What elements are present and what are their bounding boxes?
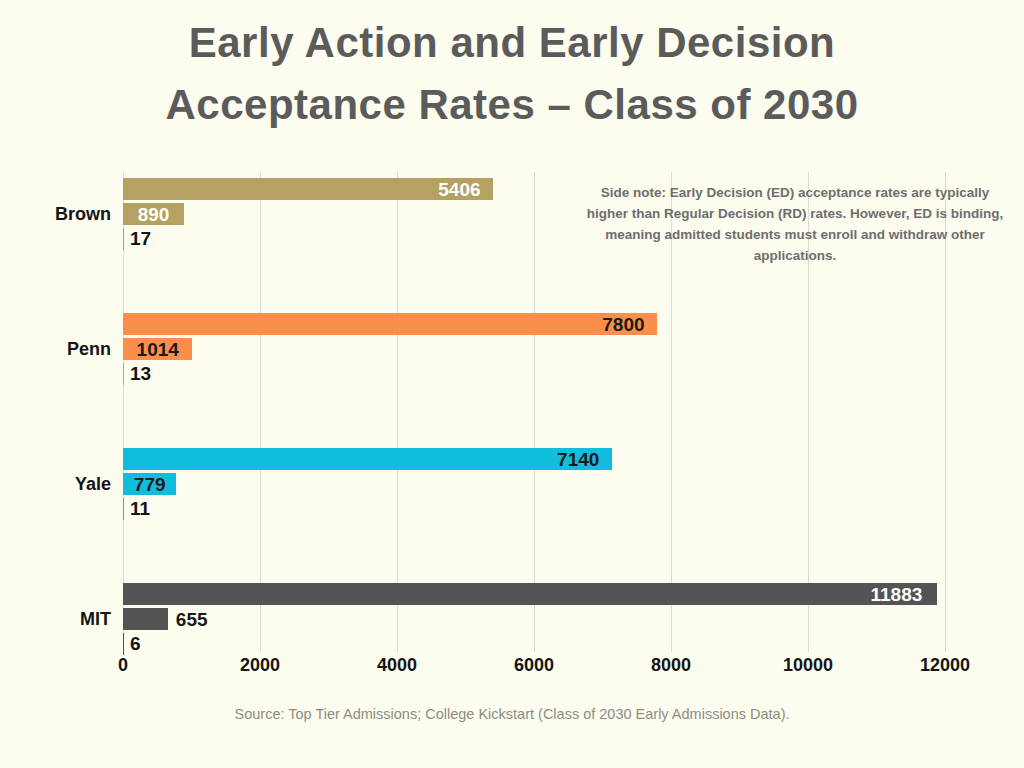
- rate-label-yale: 11: [130, 498, 150, 520]
- x-tick-label: 2000: [200, 655, 320, 676]
- bar-label-admits-penn: 1014: [123, 338, 192, 360]
- bar-applications-yale: [123, 448, 612, 470]
- side-note: Side note: Early Decision (ED) acceptanc…: [585, 182, 1005, 266]
- gridline: [534, 172, 535, 652]
- category-label-yale: Yale: [6, 473, 111, 495]
- x-tick-label: 4000: [337, 655, 457, 676]
- bar-label-admits-brown: 890: [123, 203, 184, 225]
- x-tick-label: 0: [63, 655, 183, 676]
- bar-label-applications-yale: 7140: [557, 448, 599, 470]
- bar-label-applications-brown: 5406: [438, 178, 480, 200]
- bar-applications-mit: [123, 583, 937, 605]
- bar-rate-brown: [123, 228, 124, 250]
- bar-label-applications-penn: 7800: [602, 313, 644, 335]
- gridline: [397, 172, 398, 652]
- bar-label-admits-yale: 779: [123, 473, 176, 495]
- x-tick-label: 10000: [748, 655, 868, 676]
- rate-label-penn: 13: [130, 363, 151, 385]
- bar-applications-penn: [123, 313, 657, 335]
- chart-title: Early Action and Early Decision Acceptan…: [0, 12, 1024, 136]
- source-caption: Source: Top Tier Admissions; College Kic…: [0, 706, 1024, 722]
- rate-label-mit: 6: [130, 633, 141, 655]
- rate-label-brown: 17: [130, 228, 151, 250]
- bar-admits-mit: [123, 608, 168, 630]
- bar-label-admits-mit: 655: [176, 608, 208, 630]
- gridline: [260, 172, 261, 652]
- x-tick-label: 8000: [611, 655, 731, 676]
- bar-rate-penn: [123, 363, 124, 385]
- category-label-brown: Brown: [6, 203, 111, 225]
- category-label-mit: MIT: [6, 608, 111, 630]
- bar-rate-mit: [123, 633, 124, 655]
- category-label-penn: Penn: [6, 338, 111, 360]
- bar-rate-yale: [123, 498, 124, 520]
- chart-title-line2: Acceptance Rates – Class of 2030: [165, 81, 858, 128]
- x-tick-label: 12000: [885, 655, 1005, 676]
- bar-label-applications-mit: 11883: [870, 583, 922, 605]
- chart-canvas: Early Action and Early Decision Acceptan…: [0, 0, 1024, 768]
- x-tick-label: 6000: [474, 655, 594, 676]
- chart-title-line1: Early Action and Early Decision: [189, 19, 835, 66]
